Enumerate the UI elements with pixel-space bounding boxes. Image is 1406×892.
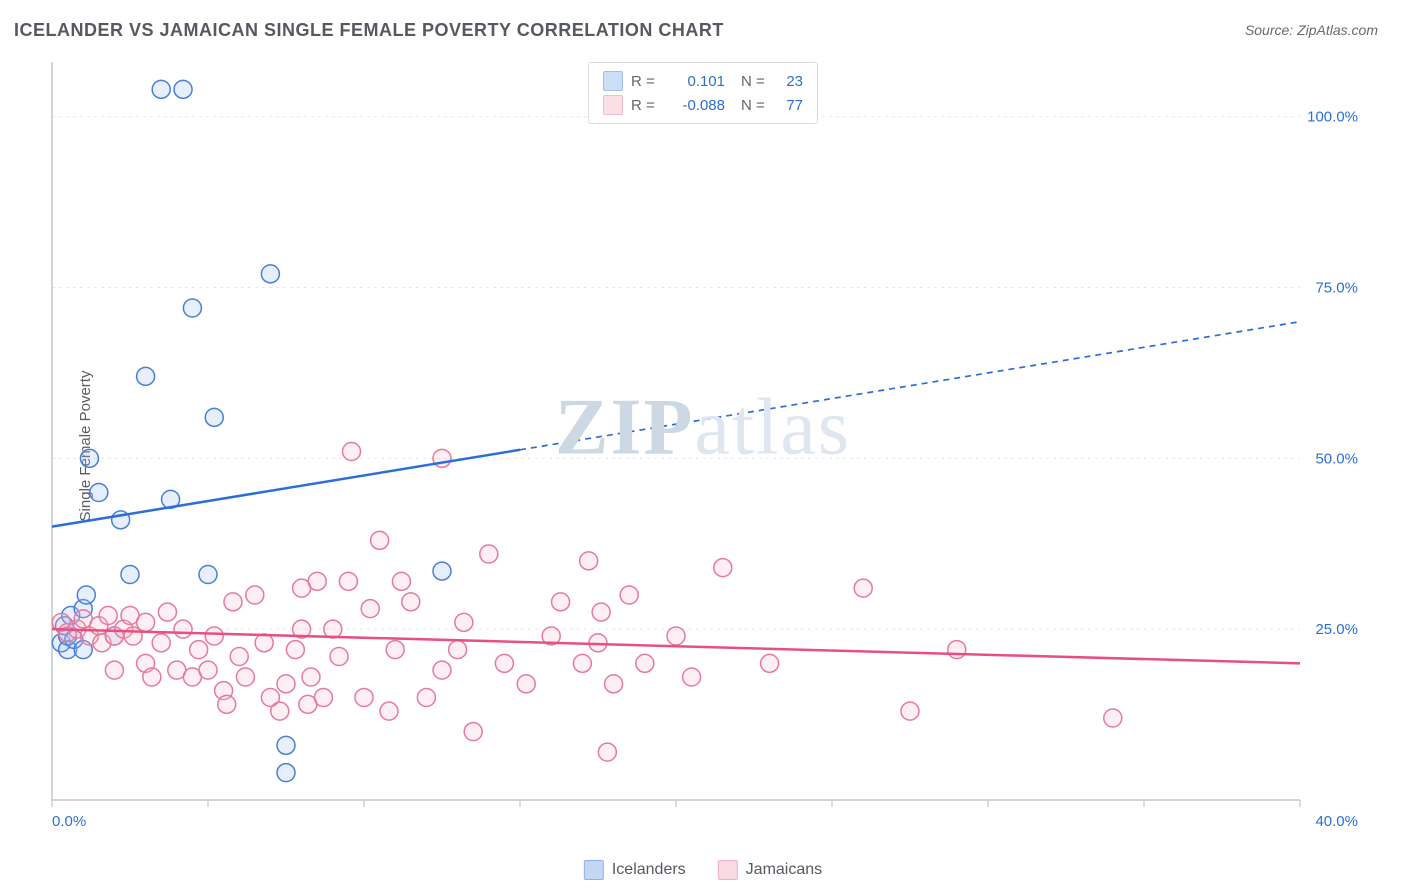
svg-text:50.0%: 50.0%: [1315, 450, 1358, 467]
legend-series-name: Jamaicans: [746, 861, 822, 879]
legend-r-value: -0.088: [665, 97, 725, 114]
svg-text:100.0%: 100.0%: [1307, 109, 1358, 126]
legend-swatch-icon: [603, 71, 623, 91]
legend-r-label: R =: [631, 97, 657, 114]
legend-top-row: R = -0.088 N = 77: [603, 93, 803, 117]
legend-bottom-item: Jamaicans: [718, 860, 822, 880]
legend-n-label: N =: [741, 97, 767, 114]
legend-n-label: N =: [741, 73, 767, 90]
legend-top-row: R = 0.101 N = 23: [603, 69, 803, 93]
legend-r-label: R =: [631, 73, 657, 90]
legend-series-name: Icelanders: [612, 861, 686, 879]
legend-n-value: 23: [775, 73, 803, 90]
chart-svg: 25.0% 50.0% 75.0% 100.0% 0.0% 40.0%: [50, 60, 1370, 830]
legend-bottom-item: Icelanders: [584, 860, 686, 880]
legend-swatch-icon: [584, 860, 604, 880]
legend-r-value: 0.101: [665, 73, 725, 90]
chart-title: ICELANDER VS JAMAICAN SINGLE FEMALE POVE…: [14, 20, 724, 41]
legend-n-value: 77: [775, 97, 803, 114]
svg-text:75.0%: 75.0%: [1315, 280, 1358, 297]
legend-bottom: Icelanders Jamaicans: [584, 860, 822, 880]
legend-top: R = 0.101 N = 23 R = -0.088 N = 77: [588, 62, 818, 124]
legend-swatch-icon: [718, 860, 738, 880]
plot-area: 25.0% 50.0% 75.0% 100.0% 0.0% 40.0%: [50, 60, 1370, 830]
source-label: Source: ZipAtlas.com: [1245, 22, 1378, 38]
chart-container: ICELANDER VS JAMAICAN SINGLE FEMALE POVE…: [0, 0, 1406, 892]
svg-text:25.0%: 25.0%: [1315, 621, 1358, 638]
legend-swatch-icon: [603, 95, 623, 115]
svg-text:40.0%: 40.0%: [1315, 813, 1358, 830]
svg-text:0.0%: 0.0%: [52, 813, 86, 830]
